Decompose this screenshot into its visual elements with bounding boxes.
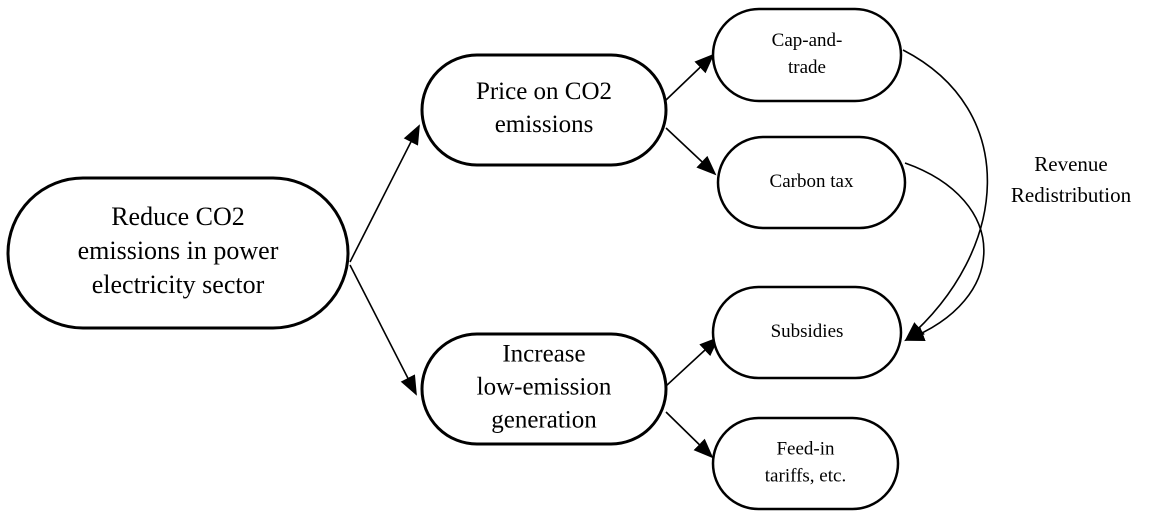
node: Cap-and-trade xyxy=(711,7,903,103)
node: Feed-in tariffs, etc. xyxy=(711,416,900,511)
node-label: Subsidies xyxy=(771,321,844,342)
node-label: Price on CO2 xyxy=(476,78,612,105)
node-label: electricity sector xyxy=(92,270,265,299)
arrow xyxy=(349,124,420,263)
node-label: emissions in power xyxy=(78,236,279,265)
edges xyxy=(349,49,989,459)
node-label: Reduce CO2 xyxy=(111,202,245,231)
curved-arrow xyxy=(904,162,985,341)
node-box xyxy=(711,416,900,511)
curved-arrow xyxy=(902,49,989,342)
node: Reduce CO2 emissions in power electricity … xyxy=(6,176,350,330)
arrow xyxy=(665,411,714,459)
node-label: trade xyxy=(788,57,826,78)
node: Price on CO2 emissions xyxy=(420,53,668,167)
node-box xyxy=(711,7,903,103)
node-label: generation xyxy=(491,407,597,434)
node: Subsidies xyxy=(711,285,903,380)
arrow xyxy=(349,264,417,396)
node-label: Feed-in xyxy=(776,438,835,459)
node-label: Carbon tax xyxy=(770,171,854,192)
node-box xyxy=(420,332,668,446)
nodes: Reduce CO2 emissions in power electricity … xyxy=(6,7,1132,511)
node-box xyxy=(6,176,350,330)
annotation: Revenue xyxy=(1034,152,1107,176)
node-label: low-emission xyxy=(477,374,612,401)
node-label: tariffs, etc. xyxy=(765,465,846,486)
node: Carbon tax xyxy=(716,135,907,230)
node-box xyxy=(716,135,907,230)
arrow xyxy=(665,127,717,176)
node-box xyxy=(711,285,903,380)
node-box xyxy=(420,53,668,167)
node-label: emissions xyxy=(495,111,594,138)
node-label: Increase xyxy=(502,341,585,368)
annotation: Redistribution xyxy=(1011,183,1132,207)
node-label: Cap-and- xyxy=(772,30,843,51)
arrow xyxy=(665,336,720,387)
arrow xyxy=(665,53,715,101)
node: Increase low-emission generation xyxy=(420,332,668,446)
